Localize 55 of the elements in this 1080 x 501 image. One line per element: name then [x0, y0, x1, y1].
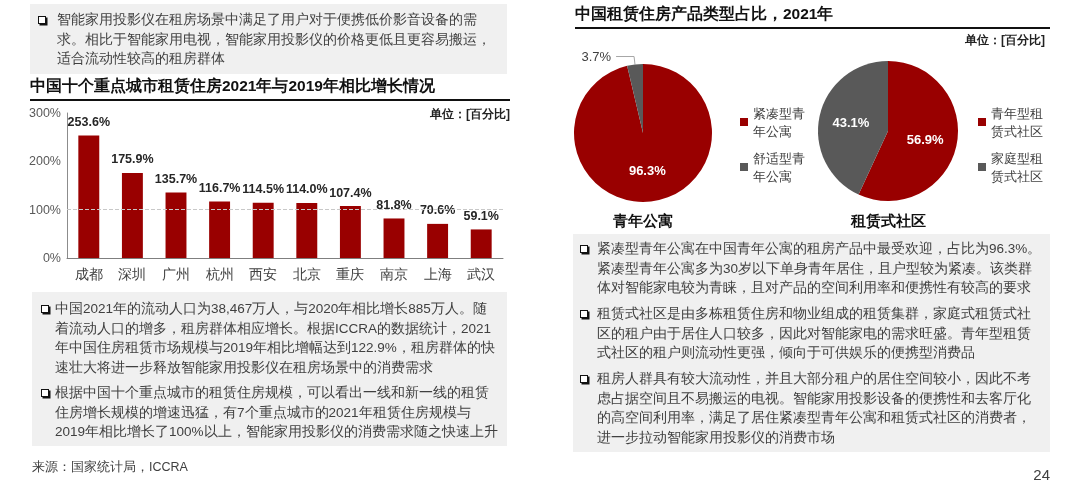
- data-label: 81.8%: [376, 197, 412, 212]
- text: 单位：[百分比]: [964, 33, 1045, 48]
- x-tick-label: 成都: [74, 266, 103, 282]
- data-label: 59.1%: [463, 208, 499, 223]
- bar: [296, 202, 318, 258]
- bar: [121, 172, 143, 258]
- data-label: 135.7%: [154, 171, 198, 186]
- bar: [165, 192, 187, 258]
- y-tick-label: 300%: [29, 106, 61, 120]
- data-label: 114.5%: [242, 182, 285, 197]
- data-label: 175.9%: [111, 152, 154, 167]
- text: 租赁式社区是由多栋租赁住房和物业组成的租赁集群，家庭式租赁式社区的租户由于居住人口较多，因此对智能家电的需求旺盛。青年型租赁式社区的租户则流动性更强，倾向于可供娱乐的便携型消费品: [597, 305, 1032, 362]
- legend-label: 家庭型租赁式社区: [991, 150, 1043, 184]
- text: 中国2021年的流动人口为38,467万人，与2020年相比增长885万人。随着流动人口的增多，租房群体相应增长。根据ICCRA的数据统计，2021年中国住房租赁市场规模与2019年相比增幅达到122.9%，租房群体的快速壮大将进一步释放智能家用投影仪在租房场景中的消费需求: [55, 300, 496, 377]
- bar: [209, 201, 231, 258]
- x-tick-label: 深圳: [118, 266, 147, 282]
- legend-label: 舒适型青年公寓: [753, 150, 805, 184]
- bar: [339, 206, 361, 258]
- bar: [470, 229, 492, 258]
- x-tick-label: 武汉: [467, 266, 496, 282]
- x-tick-label: 北京: [292, 266, 321, 282]
- data-label: 43.1%: [832, 115, 870, 131]
- source-note: 来源：国家统计局，ICCRA: [32, 460, 188, 476]
- bar: [252, 202, 274, 258]
- text: 智能家用投影仪在租房场景中满足了用户对于便携低价影音设备的需求。相比于智能家用电视，智能家用投影仪的价格更低且更容易搬运，适合流动性较高的租房群体: [57, 11, 492, 68]
- x-tick-label: 上海: [423, 266, 452, 282]
- chart-title: 中国租赁住房产品类型占比，2021年: [575, 4, 1050, 29]
- legend-label: 紧凑型青年公寓: [753, 105, 805, 139]
- data-label: 116.7%: [198, 181, 241, 196]
- x-tick-label: 广州: [162, 266, 190, 282]
- data-label: 96.3%: [628, 162, 667, 178]
- bar: [78, 135, 100, 258]
- bar: [427, 223, 449, 258]
- y-tick-label: 0%: [42, 251, 61, 265]
- y-tick-label: 200%: [29, 154, 61, 169]
- chart-title: 中国十个重点城市租赁住房2021年与2019年相比增长情况: [30, 76, 510, 101]
- chart-subtitle: 单位：[百分比]: [430, 107, 510, 121]
- text: 根据中国十个重点城市的租赁住房规模，可以看出一线和新一线的租赁住房增长规模的增速迅猛，有7个重点城市的2021年租赁住房规模与2019年相比增长了100%以上，智能家用投影仪的消费需求随之快速上升: [55, 384, 499, 441]
- x-tick-label: 重庆: [336, 266, 365, 282]
- data-label: 107.4%: [329, 185, 372, 200]
- x-tick-label: 杭州: [204, 266, 234, 282]
- data-label: 56.9%: [906, 131, 944, 147]
- data-label: 3.7%: [581, 49, 612, 65]
- x-tick-label: 西安: [249, 266, 278, 282]
- bar: [383, 218, 405, 258]
- x-tick-label: 南京: [380, 266, 408, 282]
- text: 紧凑型青年公寓在中国青年公寓的租房产品中最受欢迎，占比为96.3%。紧凑型青年公寓多为30岁以下单身青年居住，且户型较为紧凑。该类群体对智能家电较为青睐，且对产品的空间利用率和便携性有较高的要求: [597, 240, 1043, 297]
- data-label: 114.0%: [285, 182, 328, 197]
- text: 租房人群具有较大流动性，并且大部分租户的居住空间较小，因此不考虑占据空间且不易搬运的电视。智能家用投影设备的便携性和去客厅化的高空间利用率，满足了居住紧凑型青年公寓和租赁式社区的消费者，进一步拉动智能家用投影仪的消费市场: [597, 370, 1032, 447]
- text: 租赁式社区: [849, 212, 927, 230]
- text: 24: [1033, 466, 1050, 484]
- y-tick-label: 100%: [29, 202, 61, 217]
- text: 青年公寓: [612, 212, 674, 230]
- data-label: 253.6%: [67, 114, 110, 129]
- legend-label: 青年型租赁式社区: [991, 105, 1043, 139]
